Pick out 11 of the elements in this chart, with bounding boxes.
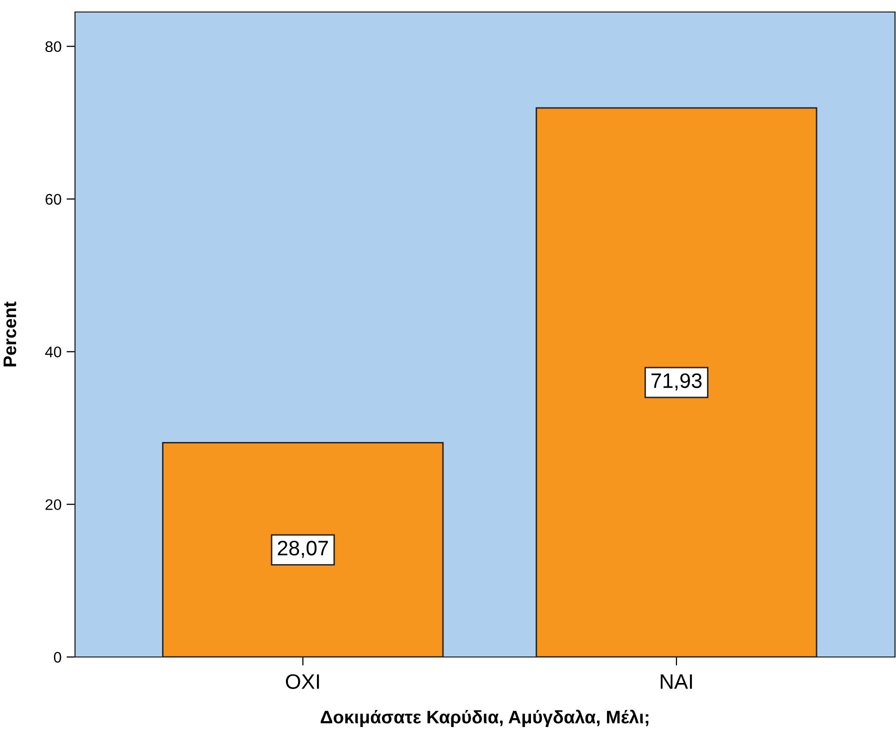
y-tick-label: 0 (54, 652, 62, 663)
y-tick-label: 60 (46, 194, 62, 205)
x-tick-label: ΝΑΙ (660, 674, 692, 689)
data-label: 71,93 (651, 373, 702, 391)
data-label: 28,07 (278, 540, 328, 558)
x-tick-label: ΟΧΙ (286, 674, 319, 689)
x-axis-title: Δοκιμάσατε Καρύδια, Αμύγδαλα, Μέλι; (320, 710, 648, 728)
y-tick-label: 20 (46, 499, 62, 510)
y-axis-title: Percent (4, 302, 16, 366)
y-tick-label: 40 (45, 346, 62, 358)
y-tick-label: 80 (45, 41, 62, 52)
